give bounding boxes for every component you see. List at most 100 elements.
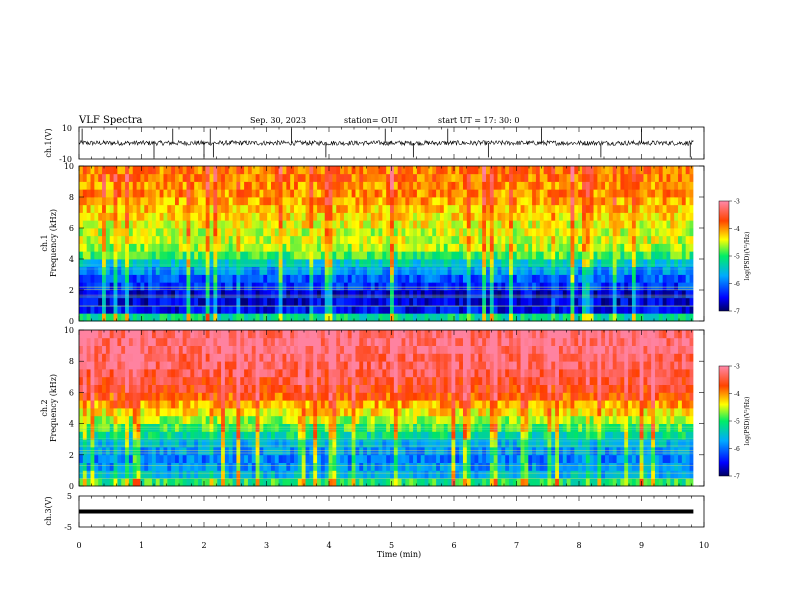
- spectrogram-cell: [528, 173, 533, 182]
- spectrogram-cell: [416, 189, 422, 198]
- spectrogram-cell: [436, 228, 441, 237]
- spectrogram-cell: [90, 274, 95, 283]
- spectrogram-cell: [221, 345, 226, 354]
- spectrogram-cell: [232, 228, 237, 237]
- spectrogram-cell: [566, 282, 571, 291]
- spectrogram-cell: [405, 266, 410, 275]
- spectrogram-cell: [294, 290, 299, 299]
- spectrogram-cell: [102, 376, 107, 385]
- spectrogram-cell: [274, 212, 280, 221]
- spectrogram-cell: [597, 235, 602, 244]
- spectrogram-cell: [674, 228, 679, 237]
- spectrogram-cell: [105, 259, 111, 268]
- spectrogram-cell: [639, 305, 644, 314]
- spectrogram-cell: [516, 259, 521, 268]
- spectrogram-cell: [355, 313, 360, 322]
- spectrogram-cell: [359, 189, 364, 198]
- spectrogram-cell: [267, 181, 272, 190]
- spectrogram-cell: [597, 274, 602, 283]
- spectrogram-cell: [136, 313, 141, 322]
- spectrogram-cell: [270, 243, 276, 252]
- spectrogram-cell: [125, 290, 130, 299]
- spectrogram-cell: [343, 376, 349, 385]
- spectrogram-cell: [612, 181, 617, 190]
- spectrogram-cell: [86, 392, 91, 401]
- spectrogram-cell: [608, 297, 614, 306]
- spectrogram-cell: [370, 423, 376, 432]
- spectrogram-cell: [570, 259, 575, 268]
- spectrogram-cell: [474, 235, 479, 244]
- spectrogram-cell: [186, 197, 191, 206]
- spectrogram-cell: [593, 297, 598, 306]
- spectrogram-cell: [509, 212, 514, 221]
- spectrogram-cell: [98, 228, 103, 237]
- spectrogram-cell: [236, 470, 241, 479]
- spectrogram-cell: [224, 345, 230, 354]
- spectrogram-cell: [578, 266, 583, 275]
- spectrogram-cell: [178, 439, 184, 448]
- spectrogram-cell: [578, 189, 583, 198]
- spectrogram-cell: [509, 290, 514, 299]
- spectrogram-cell: [297, 204, 303, 213]
- spectrogram-cell: [125, 235, 130, 244]
- spectrogram-cell: [201, 369, 207, 378]
- spectrogram-cell: [370, 266, 376, 275]
- spectrogram-cell: [528, 290, 533, 299]
- spectrogram-cell: [589, 290, 594, 299]
- spectrogram-cell: [171, 470, 176, 479]
- spectrogram-cell: [332, 259, 337, 268]
- spectrogram-cell: [175, 313, 180, 322]
- spectrogram-cell: [217, 204, 222, 213]
- spectrogram-cell: [585, 166, 591, 175]
- spectrogram-cell: [558, 251, 564, 260]
- spectrogram-cell: [647, 173, 652, 182]
- spectrogram-cell: [378, 220, 383, 229]
- spectrogram-cell: [378, 274, 383, 283]
- spectrogram-cell: [416, 290, 422, 299]
- spectrogram-cell: [516, 189, 521, 198]
- spectrogram-cell: [151, 408, 157, 417]
- spectrogram-cell: [236, 478, 241, 487]
- spectrogram-cell: [205, 313, 210, 322]
- spectrogram-cell: [94, 212, 99, 221]
- spectrogram-cell: [313, 470, 318, 479]
- spectrogram-cell: [324, 454, 329, 463]
- ch1-ytick-bottom: -10: [59, 155, 72, 164]
- spectrogram-cell: [378, 305, 383, 314]
- spectrogram-cell: [566, 181, 571, 190]
- spectrogram-cell: [447, 166, 452, 175]
- spectrogram-cell: [420, 197, 425, 206]
- spectrogram-cell: [624, 204, 629, 213]
- spectrogram-cell: [201, 376, 207, 385]
- spectrogram-cell: [236, 345, 241, 354]
- ch1-waveform-ticks: [78, 127, 705, 159]
- spectrogram-cell: [171, 400, 176, 409]
- spectrogram-cell: [343, 243, 349, 252]
- spectrogram-cell: [647, 220, 652, 229]
- spectrogram-cell: [128, 197, 134, 206]
- spectrogram-cell: [589, 313, 594, 322]
- spectrogram-cell: [297, 353, 303, 362]
- spectrogram-cell: [658, 290, 664, 299]
- spectrogram-cell: [555, 305, 560, 314]
- spectrogram-cell: [320, 305, 326, 314]
- spectrogram-cell: [201, 408, 207, 417]
- spectrogram-cell: [128, 251, 134, 260]
- spectrogram-ytick-label: 8: [69, 193, 74, 202]
- spectrogram-cell: [178, 181, 184, 190]
- spectrogram-cell: [366, 274, 372, 283]
- spectrogram-cell: [570, 173, 575, 182]
- spectrogram-cell: [251, 189, 257, 198]
- spectrogram-cell: [148, 454, 153, 463]
- spectrogram-cell: [155, 228, 161, 237]
- spectrogram-cell: [98, 212, 103, 221]
- spectrogram-cell: [570, 313, 575, 322]
- spectrogram-cell: [144, 251, 149, 260]
- spectrogram-cell: [217, 166, 222, 175]
- spectrogram-cell: [639, 297, 644, 306]
- spectrogram-cell: [662, 181, 667, 190]
- spectrogram-cell: [662, 243, 667, 252]
- spectrogram-cell: [355, 439, 360, 448]
- spectrogram-cell: [685, 197, 690, 206]
- spectrogram-cell: [163, 228, 168, 237]
